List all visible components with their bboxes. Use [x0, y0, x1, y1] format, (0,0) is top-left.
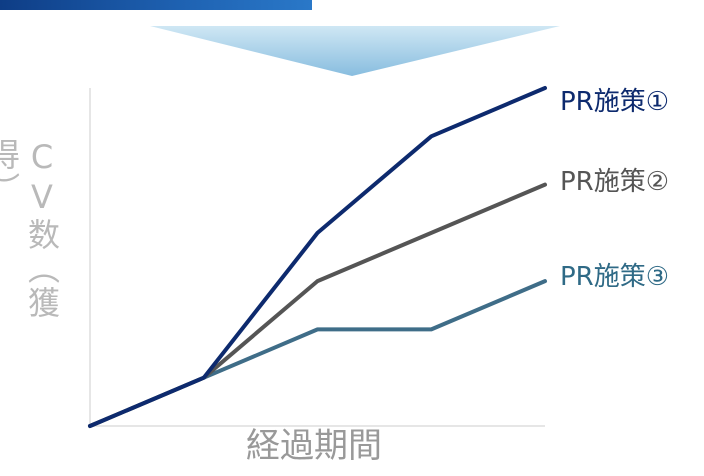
y-axis-label: CV数（獲得）	[0, 138, 61, 320]
series-label-pr2: PR施策②	[560, 167, 670, 197]
series-line-pr3	[88, 279, 547, 428]
down-arrow-icon	[150, 26, 560, 76]
x-axis-label: 経過期間	[246, 426, 382, 466]
series-group	[88, 86, 547, 428]
header-accent-bar	[0, 0, 312, 10]
series-label-pr3: PR施策③	[560, 262, 670, 292]
series-label-pr1: PR施策①	[560, 87, 670, 117]
series-line-pr2	[88, 182, 547, 428]
series-line-pr1	[88, 86, 547, 428]
